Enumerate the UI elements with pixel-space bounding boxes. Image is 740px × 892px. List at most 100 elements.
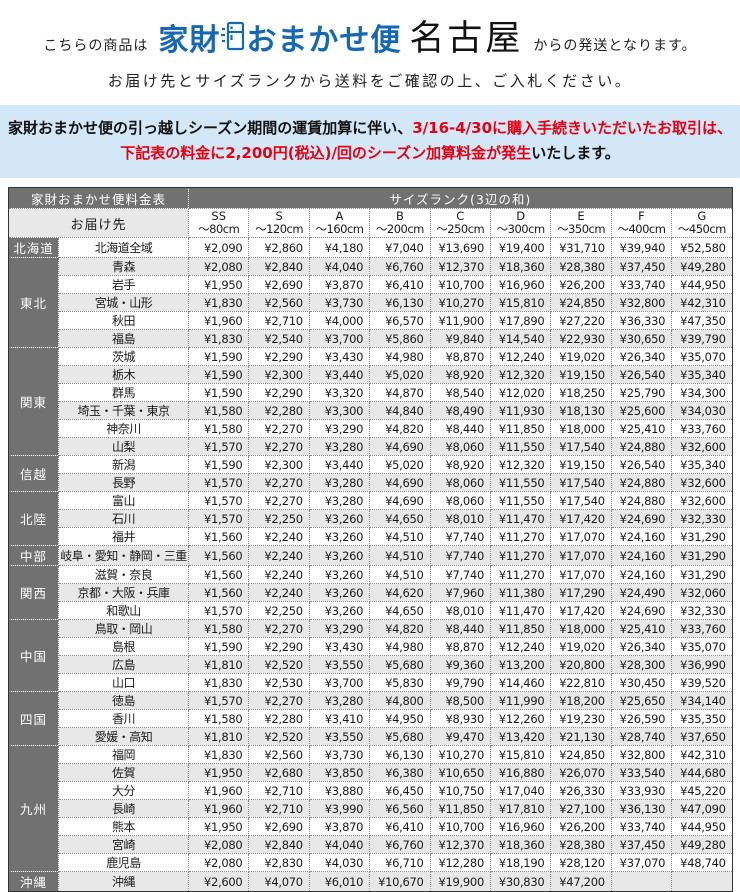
price-cell: ¥4,870 [369, 383, 431, 402]
price-cell: ¥2,520 [248, 655, 310, 674]
price-cell: ¥8,490 [429, 401, 491, 420]
price-cell: ¥4,510 [369, 565, 431, 584]
rate-row: 大分 ¥1,960 ¥2,710 ¥3,880 ¥6,450 ¥10,750 ¥17,040… [9, 781, 733, 800]
price-cell: ¥39,520 [671, 673, 733, 692]
price-cell: ¥3,260 [308, 527, 371, 546]
price-cell: ¥19,400 [489, 237, 552, 258]
price-cell: ¥3,280 [308, 491, 371, 510]
price-cell: ¥6,010 [308, 871, 371, 892]
price-cell: ¥39,940 [610, 237, 673, 258]
price-cell: ¥44,680 [671, 763, 733, 782]
price-cell: ¥8,010 [429, 509, 491, 528]
price-cell: ¥33,760 [671, 619, 733, 638]
price-cell: ¥31,290 [671, 565, 733, 584]
region-label: 信越 [8, 455, 59, 492]
price-cell: ¥2,240 [248, 583, 310, 602]
price-cell: ¥17,420 [550, 509, 612, 528]
headline-suffix: からの発送となります。 [533, 38, 697, 54]
price-cell: ¥19,230 [550, 709, 612, 728]
price-cell: ¥17,810 [489, 799, 552, 818]
price-cell: ¥4,820 [369, 419, 431, 438]
price-cell: ¥6,380 [369, 763, 431, 782]
price-cell: ¥1,960 [188, 781, 250, 800]
size-column-header-C: C 〜250cm [429, 208, 491, 238]
price-cell: ¥9,360 [429, 655, 491, 674]
price-cell: ¥2,290 [248, 637, 310, 656]
price-cell: ¥5,860 [369, 329, 431, 348]
price-cell: ¥18,360 [489, 257, 552, 276]
price-cell: ¥2,690 [248, 275, 310, 294]
price-cell: ¥49,280 [671, 257, 733, 276]
prefecture-label: 岩手 [57, 275, 190, 294]
price-cell: ¥1,580 [188, 419, 250, 438]
price-cell: ¥8,440 [429, 419, 491, 438]
price-cell: ¥4,800 [369, 691, 431, 710]
region-label: 四国 [8, 691, 59, 746]
price-cell: ¥24,490 [610, 583, 673, 602]
price-cell: ¥10,700 [429, 817, 491, 836]
logo-text-right: おまかせ便 [246, 23, 402, 58]
price-cell: ¥47,090 [671, 799, 733, 818]
price-cell: ¥3,870 [308, 817, 371, 836]
price-cell: ¥12,370 [429, 835, 491, 854]
price-cell: ¥18,190 [489, 853, 552, 872]
price-cell: ¥1,830 [188, 329, 250, 348]
price-cell: ¥3,990 [308, 799, 371, 818]
price-cell: ¥28,380 [550, 257, 612, 276]
price-cell: ¥49,280 [671, 835, 733, 854]
price-cell: ¥8,870 [429, 637, 491, 656]
price-cell: ¥52,580 [671, 237, 733, 258]
price-cell: ¥2,520 [248, 727, 310, 746]
price-cell: ¥30,450 [610, 673, 673, 692]
headline-prefix: こちらの商品は [43, 38, 149, 54]
prefecture-label: 福島 [57, 329, 190, 348]
instruction-subtitle: お届け先とサイズランクから送料をご確認の上、ご入札ください。 [107, 72, 633, 90]
price-cell: ¥11,270 [489, 545, 552, 566]
price-cell: ¥1,560 [188, 583, 250, 602]
price-cell: ¥18,000 [550, 619, 612, 638]
price-cell: ¥3,410 [308, 709, 371, 728]
price-cell: ¥5,680 [369, 655, 431, 674]
price-cell: ¥11,550 [489, 491, 552, 510]
price-cell: ¥17,070 [550, 527, 612, 546]
price-cell: ¥3,260 [308, 565, 371, 584]
prefecture-label: 長崎 [57, 799, 190, 818]
rate-row: 四国 徳島 ¥1,570 ¥2,270 ¥3,280 ¥4,800 ¥8,500 ¥11,99… [8, 691, 733, 746]
prefecture-label: 沖縄 [57, 871, 190, 892]
price-cell: ¥25,650 [610, 691, 673, 710]
prefecture-label: 広島 [57, 655, 190, 674]
price-cell: ¥6,450 [369, 781, 431, 800]
price-cell: ¥2,270 [248, 491, 310, 510]
price-cell: ¥35,340 [671, 455, 733, 474]
price-cell: ¥2,710 [248, 781, 310, 800]
price-cell: ¥2,840 [248, 257, 310, 276]
price-cell: ¥1,580 [188, 709, 250, 728]
price-cell: ¥33,760 [671, 419, 733, 438]
rate-row: 岩手 ¥1,950 ¥2,690 ¥3,870 ¥6,410 ¥10,700 ¥16,960… [9, 275, 733, 294]
price-cell: ¥3,700 [308, 673, 371, 692]
price-cell: ¥37,450 [610, 257, 673, 276]
price-cell: ¥20,800 [550, 655, 612, 674]
price-cell: ¥35,340 [671, 365, 733, 384]
price-cell: ¥1,950 [188, 763, 250, 782]
price-cell: ¥12,260 [489, 709, 552, 728]
price-cell: ¥1,830 [188, 293, 250, 312]
price-cell: ¥17,890 [489, 311, 552, 330]
no-service-cell [671, 871, 733, 892]
region-label: 中国 [8, 619, 59, 692]
price-cell: ¥5,830 [369, 673, 431, 692]
price-cell: ¥19,900 [429, 871, 491, 892]
price-cell: ¥6,710 [369, 853, 431, 872]
prefecture-label: 神奈川 [57, 419, 190, 438]
price-cell: ¥17,070 [550, 545, 612, 566]
prefecture-label: 山口 [57, 673, 190, 692]
rate-row: 栃木 ¥1,590 ¥2,300 ¥3,440 ¥5,020 ¥8,920 ¥12,320 ¥… [9, 365, 733, 384]
price-cell: ¥22,810 [550, 673, 612, 692]
price-cell: ¥4,690 [369, 437, 431, 456]
price-cell: ¥28,380 [550, 835, 612, 854]
region-label: 九州 [8, 745, 59, 872]
price-cell: ¥1,570 [188, 601, 250, 620]
price-cell: ¥24,690 [610, 601, 673, 620]
price-cell: ¥10,650 [429, 763, 491, 782]
region-label: 中部 [8, 545, 59, 566]
